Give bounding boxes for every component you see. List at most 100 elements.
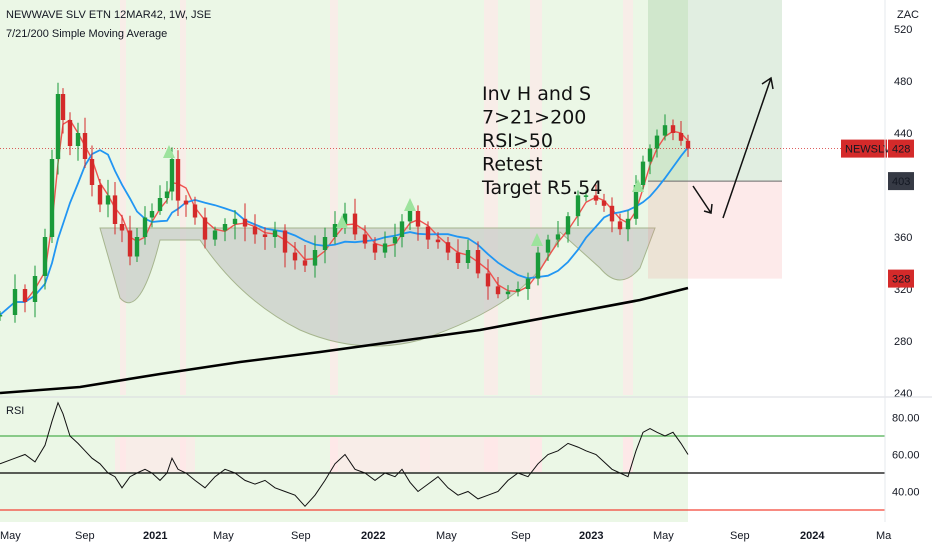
time-tick-label: Sep [730,530,750,542]
projection-arrows [692,76,774,219]
buy-signal-marker [531,233,543,246]
candle-body [89,159,95,185]
candle-body [342,213,348,224]
price-tick-label: 520 [894,24,912,36]
candle-body [82,133,88,159]
price-tick-label: 360 [894,232,912,244]
candle-body [435,239,441,243]
candle-body [252,226,258,235]
candle-body [372,243,378,253]
bg-red-band [530,0,542,395]
candle-body [192,204,198,218]
candle-body [670,125,676,133]
target-arrow [722,76,774,219]
price-tick-label: 440 [894,128,912,140]
rsi-axis: 40.00 60.00 80.00 [892,413,920,499]
candle-body [583,195,589,197]
candle-body [55,94,61,159]
candle-body [662,125,668,136]
candle-body [593,195,599,201]
rsi-line [0,401,689,508]
candle-body [445,242,451,253]
candle-body [183,200,189,205]
indicator-title: 7/21/200 Simple Moving Average [6,28,168,40]
time-tick-label: May [0,530,21,542]
stop-zone [648,181,782,279]
time-tick-label: Sep [291,530,311,542]
candle-body [647,148,653,162]
signal-markers [163,145,644,246]
rsi-tick-label: 40.00 [892,487,920,499]
price-badges: 554403328NEWSLV428 [841,139,914,288]
candle-body [149,211,155,218]
candle-body [609,205,615,222]
candle-body [392,237,398,244]
candle-body [22,289,28,302]
candle-body [654,135,660,149]
candle-body [505,291,511,295]
candle-body [545,239,551,253]
candle-body [175,159,181,201]
candle-body [415,211,421,227]
buy-signal-marker [163,145,175,158]
candle-body [515,289,521,292]
candle-body [119,224,125,231]
candle-body [60,94,66,120]
candle-body [332,224,338,237]
candle-body [232,218,238,224]
time-tick-label: 2023 [579,530,603,542]
entry-badge-bg [888,172,914,191]
candle-body [525,278,531,289]
annotation-line-3: RSI>50 [482,130,553,152]
last-price-badge-bg [888,139,914,158]
buy-signal-marker [404,198,416,211]
candle-body [292,252,298,261]
candle-body [134,237,140,257]
candle-body [455,252,461,263]
candle-body [617,221,623,230]
rsi-label: RSI [6,405,25,417]
target-zone [648,0,782,182]
buy-signal-marker [336,215,348,228]
annotation-line-5: Target R5.54 [481,177,602,199]
currency-label: ZAC [897,9,919,21]
candle-body [485,273,491,287]
candle-body [12,289,18,315]
buy-signal-marker [632,179,644,192]
ticker-badge-bg [841,139,887,158]
stop-badge-bg [888,269,914,288]
price-tick-label: 240 [894,388,912,400]
candle-body [142,217,148,237]
candle-body [42,237,48,276]
bg-red-band [120,0,126,395]
time-tick-label: May [436,530,457,542]
candle-body [425,226,431,240]
long-position-box [0,0,885,279]
candle-body [633,185,639,219]
candle-body [222,224,228,231]
candle-body [97,185,103,205]
candle-body [640,161,646,185]
candle-body [362,234,368,244]
candle-body [678,133,684,141]
price-tick-label: 280 [894,336,912,348]
bg-red-band [623,0,633,395]
candle-body [685,140,691,149]
sma-21-line [0,146,689,316]
candle-body [475,250,481,274]
time-tick-label: 2021 [143,530,167,542]
bg-red-band [180,0,186,395]
candle-body [32,276,38,302]
candle-body [262,234,268,237]
candle-body [407,211,413,222]
candle-body [382,243,388,253]
bg-red-band [330,0,338,395]
candle-body [0,315,3,317]
candle-body [242,218,248,227]
candle-body [601,200,607,206]
time-tick-label: 2022 [361,530,385,542]
candle-body [67,120,73,146]
candle-body [575,195,581,217]
rsi-red-band [115,437,195,472]
